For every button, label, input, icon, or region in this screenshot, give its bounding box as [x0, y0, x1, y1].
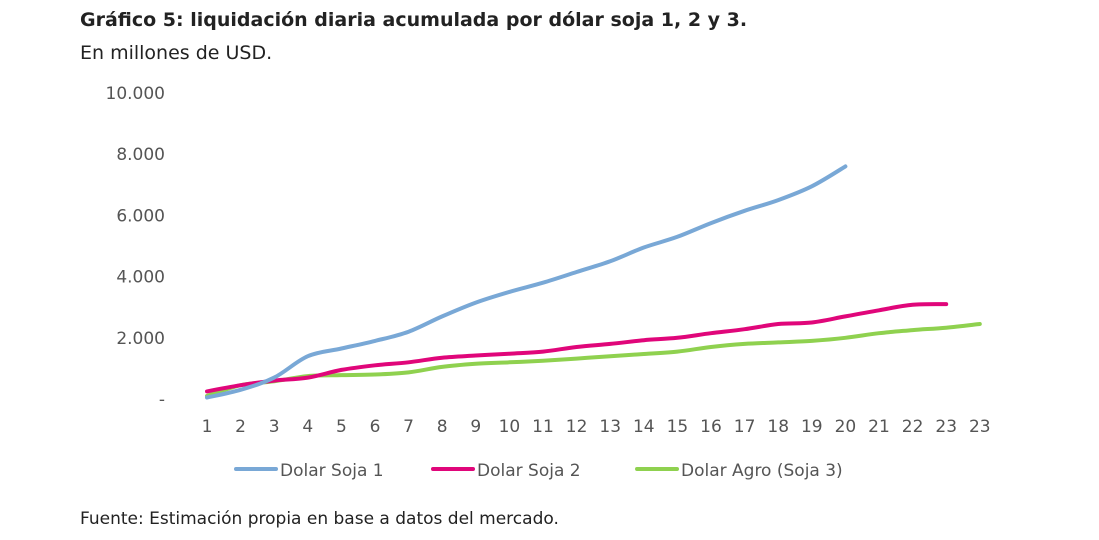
x-tick-label: 23 — [935, 417, 957, 437]
chart-subtitle: En millones de USD. — [80, 42, 273, 64]
x-tick-label: 20 — [835, 417, 857, 437]
series-line-1 — [205, 164, 848, 400]
x-tick-label: 3 — [269, 417, 280, 437]
legend: Dolar Soja 1 Dolar Soja 2 Dolar Agro (Soja… — [234, 461, 843, 481]
y-tick-label: 8.000 — [116, 145, 165, 165]
x-tick-label: 15 — [667, 417, 689, 437]
x-tick-label: 2 — [235, 417, 246, 437]
y-tick-label: 6.000 — [116, 206, 165, 226]
x-tick-label: 13 — [599, 417, 621, 437]
series-line-2 — [205, 302, 949, 394]
x-tick-label: 17 — [734, 417, 756, 437]
x-tick-label: 21 — [868, 417, 890, 437]
x-tick-label: 19 — [801, 417, 823, 437]
x-tick-label: 10 — [499, 417, 521, 437]
x-tick-label: 5 — [336, 417, 347, 437]
x-tick-label: 8 — [437, 417, 448, 437]
x-tick-label: 6 — [370, 417, 381, 437]
x-tick-label: 11 — [532, 417, 554, 437]
legend-label: Dolar Soja 2 — [477, 461, 581, 481]
x-tick-label: 9 — [470, 417, 481, 437]
x-tick-label: 1 — [202, 417, 213, 437]
chart-title: Gráfico 5: liquidación diaria acumulada … — [80, 9, 748, 31]
x-tick-label: 12 — [566, 417, 588, 437]
x-tick-label: 7 — [403, 417, 414, 437]
y-tick-label: - — [159, 390, 165, 410]
x-axis-ticks: 1 2 3 4 5 6 7 8 9 10 11 12 13 14 15 16 17 18 19 20 21 22 23 23 — [202, 417, 991, 437]
x-tick-label: 23 — [969, 417, 991, 437]
x-tick-label: 4 — [302, 417, 313, 437]
legend-label: Dolar Agro (Soja 3) — [681, 461, 843, 481]
x-tick-label: 14 — [633, 417, 655, 437]
source-note: Fuente: Estimación propia en base a dato… — [80, 509, 559, 529]
series-line-3 — [205, 322, 982, 398]
legend-label: Dolar Soja 1 — [280, 461, 384, 481]
y-tick-label: 2.000 — [116, 329, 165, 349]
series-lines — [205, 164, 982, 400]
y-tick-label: 10.000 — [106, 84, 165, 104]
y-tick-label: 4.000 — [116, 268, 165, 288]
y-axis-ticks: - 2.000 4.000 6.000 8.000 10.000 — [106, 84, 165, 410]
x-tick-label: 22 — [902, 417, 924, 437]
x-tick-label: 18 — [767, 417, 789, 437]
x-tick-label: 16 — [700, 417, 722, 437]
